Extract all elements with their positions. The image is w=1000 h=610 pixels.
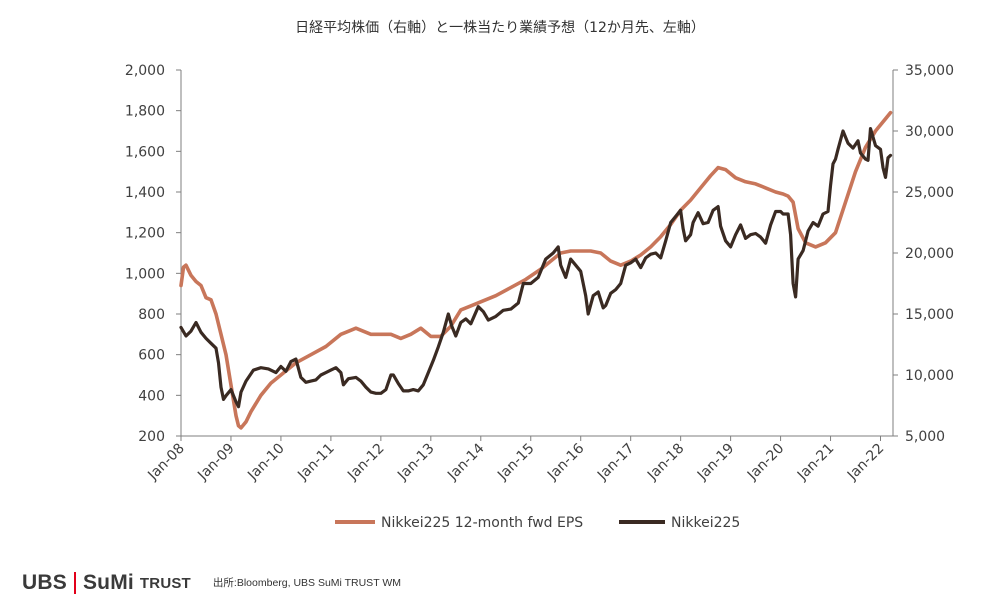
right-tick-label: 35,000 — [905, 63, 954, 79]
right-tick-label: 10,000 — [905, 368, 954, 384]
brand-logo: UBS SuMi TRUST — [22, 571, 191, 595]
x-tick-label: Jan-21 — [794, 441, 837, 484]
x-tick-label: Jan-19 — [694, 441, 737, 484]
x-tick-label: Jan-09 — [194, 441, 237, 484]
left-tick-label: 1,400 — [125, 185, 165, 201]
logo-sumi: SuMi — [82, 571, 134, 594]
x-tick-label: Jan-22 — [844, 441, 887, 484]
footer: UBS SuMi TRUST 出所:Bloomberg, UBS SuMi TR… — [22, 565, 401, 595]
left-tick-label: 200 — [138, 429, 165, 445]
logo-divider — [73, 572, 76, 594]
x-tick-label: Jan-18 — [644, 441, 687, 484]
x-tick-label: Jan-17 — [594, 441, 637, 484]
legend: Nikkei225 12-month fwd EPS Nikkei225 — [335, 515, 740, 531]
legend-label-nikkei: Nikkei225 — [671, 515, 740, 531]
x-tick-label: Jan-12 — [344, 441, 387, 484]
right-tick-label: 15,000 — [905, 307, 954, 323]
source-note: 出所:Bloomberg, UBS SuMi TRUST WM — [212, 577, 401, 589]
left-tick-label: 400 — [138, 388, 165, 404]
left-tick-label: 1,000 — [125, 266, 165, 282]
left-tick-label: 1,600 — [125, 144, 165, 160]
chart-svg: 日経平均株価（右軸）と一株当たり業績予想（12か月先、左軸） 2,000 1,80… — [125, 20, 954, 531]
left-tick-label: 600 — [138, 348, 165, 364]
right-tick-label: 5,000 — [905, 429, 945, 445]
right-tick-label: 20,000 — [905, 246, 954, 262]
x-tick-label: Jan-13 — [394, 441, 437, 484]
legend-label-eps: Nikkei225 12-month fwd EPS — [381, 515, 583, 531]
x-tick-label: Jan-08 — [144, 441, 187, 484]
x-tick-label: Jan-10 — [244, 441, 287, 484]
x-tick-label: Jan-15 — [494, 441, 537, 484]
x-tick-label: Jan-11 — [294, 441, 337, 484]
right-tick-label: 30,000 — [905, 124, 954, 140]
left-tick-label: 2,000 — [125, 63, 165, 79]
series-line-nikkei — [179, 127, 893, 409]
series-line-eps — [179, 110, 893, 430]
series-layer — [179, 110, 893, 430]
logo-ubs: UBS — [22, 571, 67, 594]
left-tick-label: 800 — [138, 307, 165, 323]
logo-trust: TRUST — [139, 574, 191, 592]
x-tick-label: Jan-20 — [744, 441, 787, 484]
x-tick-label: Jan-16 — [544, 440, 588, 484]
chart-title: 日経平均株価（右軸）と一株当たり業績予想（12か月先、左軸） — [295, 20, 705, 36]
left-tick-label: 1,200 — [125, 226, 165, 242]
right-tick-label: 25,000 — [905, 185, 954, 201]
left-tick-label: 1,800 — [125, 104, 165, 120]
x-tick-label: Jan-14 — [444, 440, 488, 484]
